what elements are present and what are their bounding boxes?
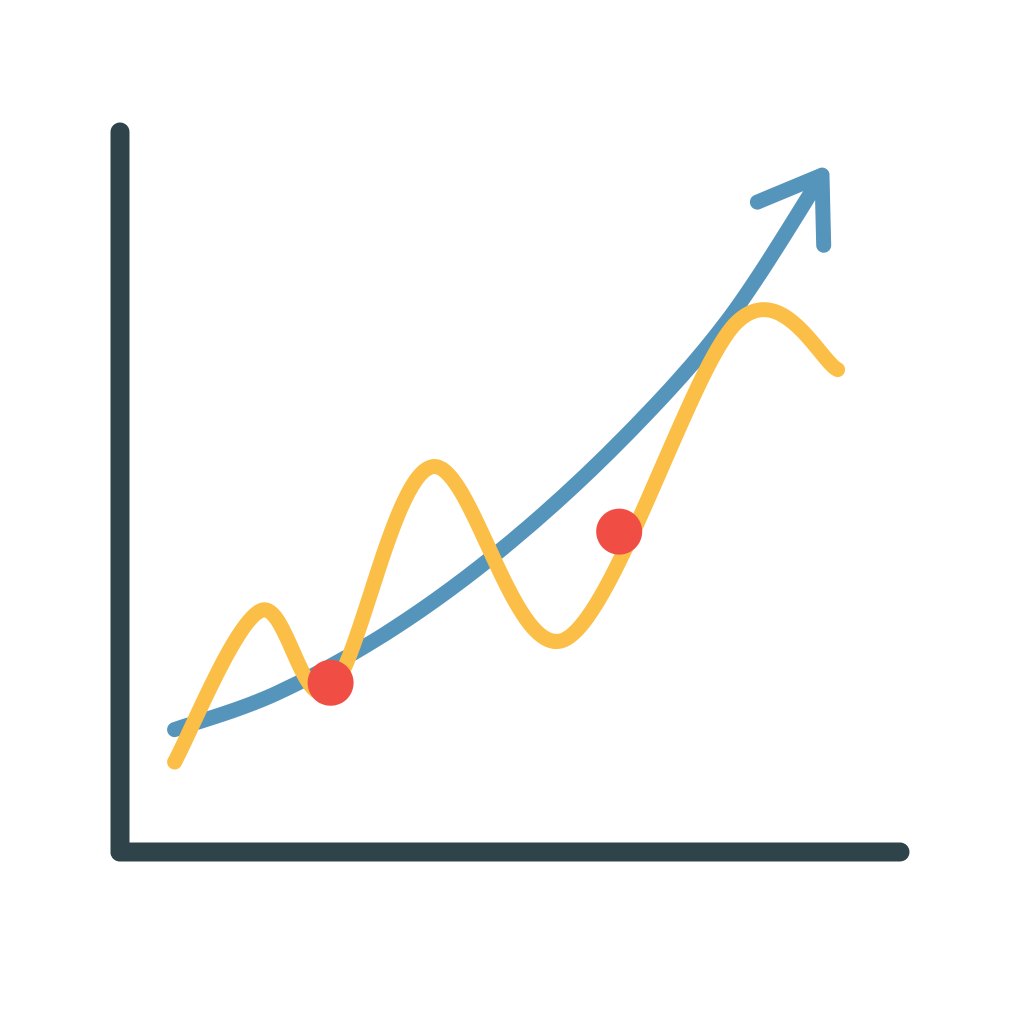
intersection-marker-1: [307, 659, 354, 706]
series-line-fluctuating: [167, 302, 846, 770]
highlight-markers: [307, 508, 643, 706]
intersection-marker-2: [596, 508, 643, 555]
series-line-trend: [167, 167, 830, 738]
series-group: [167, 167, 846, 770]
trend-arrowhead: [749, 167, 832, 253]
axes: [110, 122, 910, 862]
